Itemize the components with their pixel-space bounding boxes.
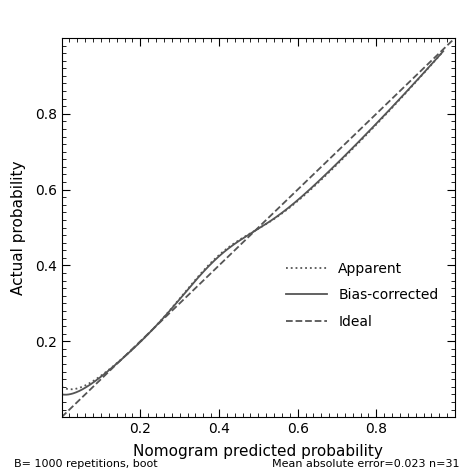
Y-axis label: Actual probability: Actual probability <box>11 160 27 295</box>
Bias-corrected <box>243 234 249 239</box>
Apparent <box>243 233 249 239</box>
X-axis label: Nomogram predicted probability: Nomogram predicted probability <box>133 444 383 459</box>
Apparent <box>287 205 292 210</box>
Text: Mean absolute error=0.023 n=31: Mean absolute error=0.023 n=31 <box>272 459 460 469</box>
Line: Apparent: Apparent <box>62 51 443 389</box>
Line: Bias-corrected: Bias-corrected <box>62 51 443 395</box>
Apparent <box>373 123 378 128</box>
Bias-corrected <box>432 58 438 64</box>
Apparent <box>59 384 64 390</box>
Apparent <box>432 58 438 64</box>
Bias-corrected <box>266 219 272 225</box>
Apparent <box>266 219 272 225</box>
Bias-corrected <box>440 48 446 54</box>
Bias-corrected <box>287 204 292 210</box>
Bias-corrected <box>241 235 246 241</box>
Apparent <box>68 386 73 392</box>
Bias-corrected <box>373 122 378 128</box>
Legend: Apparent, Bias-corrected, Ideal: Apparent, Bias-corrected, Ideal <box>280 256 444 334</box>
Bias-corrected <box>59 392 64 397</box>
Bias-corrected <box>63 392 68 398</box>
Apparent <box>440 48 446 54</box>
Text: B= 1000 repetitions, boot: B= 1000 repetitions, boot <box>14 459 158 469</box>
Apparent <box>241 235 246 240</box>
